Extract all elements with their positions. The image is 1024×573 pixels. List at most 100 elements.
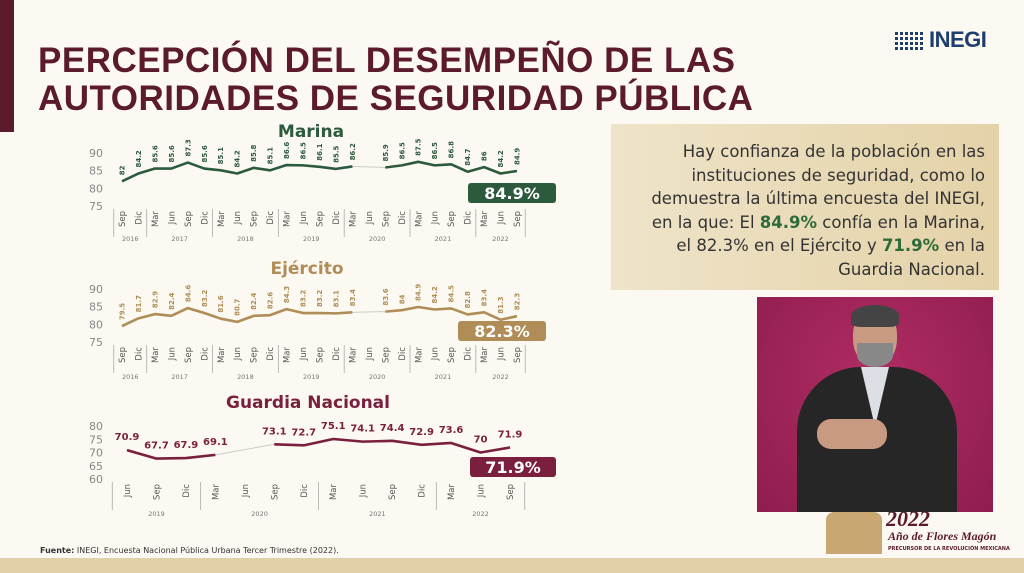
- data-label: 86.2: [349, 143, 357, 160]
- latest-value-badge: [468, 183, 556, 203]
- data-label: 84.2: [431, 286, 439, 303]
- data-label: 73.6: [439, 425, 464, 436]
- x-tick-label: Sep: [250, 211, 260, 227]
- y-tick-label: 70: [89, 447, 103, 460]
- x-tick-label: Dic: [266, 211, 276, 225]
- x-tick-label: Dic: [134, 347, 144, 361]
- data-label: 79.5: [119, 303, 127, 320]
- x-tick-label: Jun: [233, 347, 243, 361]
- data-label: 83.4: [481, 289, 489, 306]
- data-label: 87.3: [184, 139, 192, 156]
- x-tick-label: Sep: [513, 211, 523, 227]
- year-label: 2021: [435, 373, 452, 381]
- data-label: 75.1: [321, 421, 346, 432]
- x-tick-label: Mar: [480, 211, 490, 228]
- data-label: 73.1: [262, 426, 287, 437]
- y-tick-label: 75: [89, 336, 103, 349]
- msg-text: en el Ejército y: [748, 236, 882, 255]
- x-tick-label: Jun: [299, 347, 309, 361]
- x-tick-label: Jun: [233, 211, 243, 225]
- year-label: 2021: [369, 510, 386, 518]
- x-tick-label: Dic: [200, 347, 210, 361]
- x-tick-label: Sep: [381, 211, 391, 227]
- x-tick-label: Jun: [477, 484, 487, 498]
- year-label: 2016: [122, 235, 139, 243]
- accent-bar: [0, 0, 14, 132]
- data-label: 86.5: [300, 142, 308, 159]
- data-label: 82.9: [151, 291, 159, 308]
- x-tick-label: Mar: [329, 484, 339, 501]
- x-tick-label: Jun: [123, 484, 133, 498]
- x-tick-label: Dic: [200, 211, 210, 225]
- x-tick-label: Jun: [241, 484, 251, 498]
- x-tick-label: Sep: [316, 211, 326, 227]
- data-label: 84.2: [234, 150, 242, 167]
- interpreter-hair: [851, 305, 899, 327]
- latest-value-text: 71.9%: [485, 458, 541, 477]
- data-label: 70: [474, 435, 488, 446]
- x-tick-label: Sep: [118, 211, 128, 227]
- x-tick-label: Mar: [348, 347, 358, 364]
- source-note: Fuente: INEGI, Encuesta Nacional Pública…: [40, 546, 339, 555]
- year-label: 2022: [472, 510, 489, 518]
- msg-guardia-value: 71.9%: [881, 236, 940, 255]
- gap-connector: [215, 443, 275, 456]
- year-label: 2019: [303, 373, 320, 381]
- data-label: 82.3: [514, 293, 522, 310]
- data-label: 81.7: [135, 295, 143, 312]
- x-tick-label: Jun: [365, 211, 375, 225]
- title-line-1: PERCEPCIÓN DEL DESEMPEÑO DE LAS: [38, 41, 736, 80]
- data-label: 81.6: [217, 295, 225, 312]
- anniversary-text: Año de Flores Magón: [888, 529, 997, 543]
- x-tick-label: Sep: [250, 347, 260, 363]
- footer-band: [0, 558, 1024, 573]
- data-label: 84.3: [283, 286, 291, 303]
- data-label: 85.6: [151, 145, 159, 162]
- data-label: 83.1: [332, 290, 340, 307]
- x-tick-label: Jun: [167, 211, 177, 225]
- data-label: 84.2: [497, 150, 505, 167]
- x-tick-label: Jun: [299, 211, 309, 225]
- x-tick-label: Sep: [388, 484, 398, 500]
- x-tick-label: Jun: [431, 211, 441, 225]
- year-label: 2022: [492, 235, 509, 243]
- msg-ejercito-value: 82.3%: [696, 236, 749, 255]
- anniversary-logo: 2022 Año de Flores Magón PRECURSOR DE LA…: [826, 508, 1022, 556]
- year-label: 2022: [492, 373, 509, 381]
- x-tick-label: Jun: [497, 211, 507, 225]
- x-tick-label: Mar: [151, 347, 161, 364]
- x-tick-label: Dic: [266, 347, 276, 361]
- year-label: 2018: [237, 235, 254, 243]
- x-tick-label: Dic: [398, 211, 408, 225]
- year-label: 2017: [171, 373, 188, 381]
- x-tick-label: Dic: [332, 347, 342, 361]
- y-tick-label: 80: [89, 182, 103, 195]
- year-label: 2017: [171, 235, 188, 243]
- x-tick-label: Dic: [182, 484, 192, 498]
- data-label: 85.9: [382, 144, 390, 161]
- x-tick-label: Mar: [447, 484, 457, 501]
- interpreter-beard: [857, 343, 893, 367]
- y-tick-label: 60: [89, 473, 103, 486]
- data-label: 84: [398, 294, 406, 304]
- latest-value-badge: [470, 457, 556, 477]
- logo-text: INEGI: [929, 27, 987, 52]
- inegi-logo-icon: [895, 30, 925, 50]
- x-tick-label: Sep: [184, 347, 194, 363]
- year-label: 2020: [369, 235, 386, 243]
- data-label: 84.6: [184, 285, 192, 302]
- year-label: 2019: [303, 235, 320, 243]
- msg-text: Hay confianza de la población en las ins…: [651, 142, 985, 232]
- inegi-logo: INEGI: [895, 27, 987, 53]
- x-tick-label: Mar: [414, 347, 424, 364]
- x-tick-label: Dic: [134, 211, 144, 225]
- data-label: 80.7: [234, 298, 242, 315]
- year-label: 2019: [148, 510, 165, 518]
- x-tick-label: Mar: [151, 211, 161, 228]
- data-label: 82.4: [168, 292, 176, 309]
- x-tick-label: Mar: [348, 211, 358, 228]
- data-label: 72.7: [291, 427, 316, 438]
- latest-value-badge: [458, 321, 546, 341]
- data-label: 69.1: [203, 437, 228, 448]
- x-tick-label: Sep: [447, 211, 457, 227]
